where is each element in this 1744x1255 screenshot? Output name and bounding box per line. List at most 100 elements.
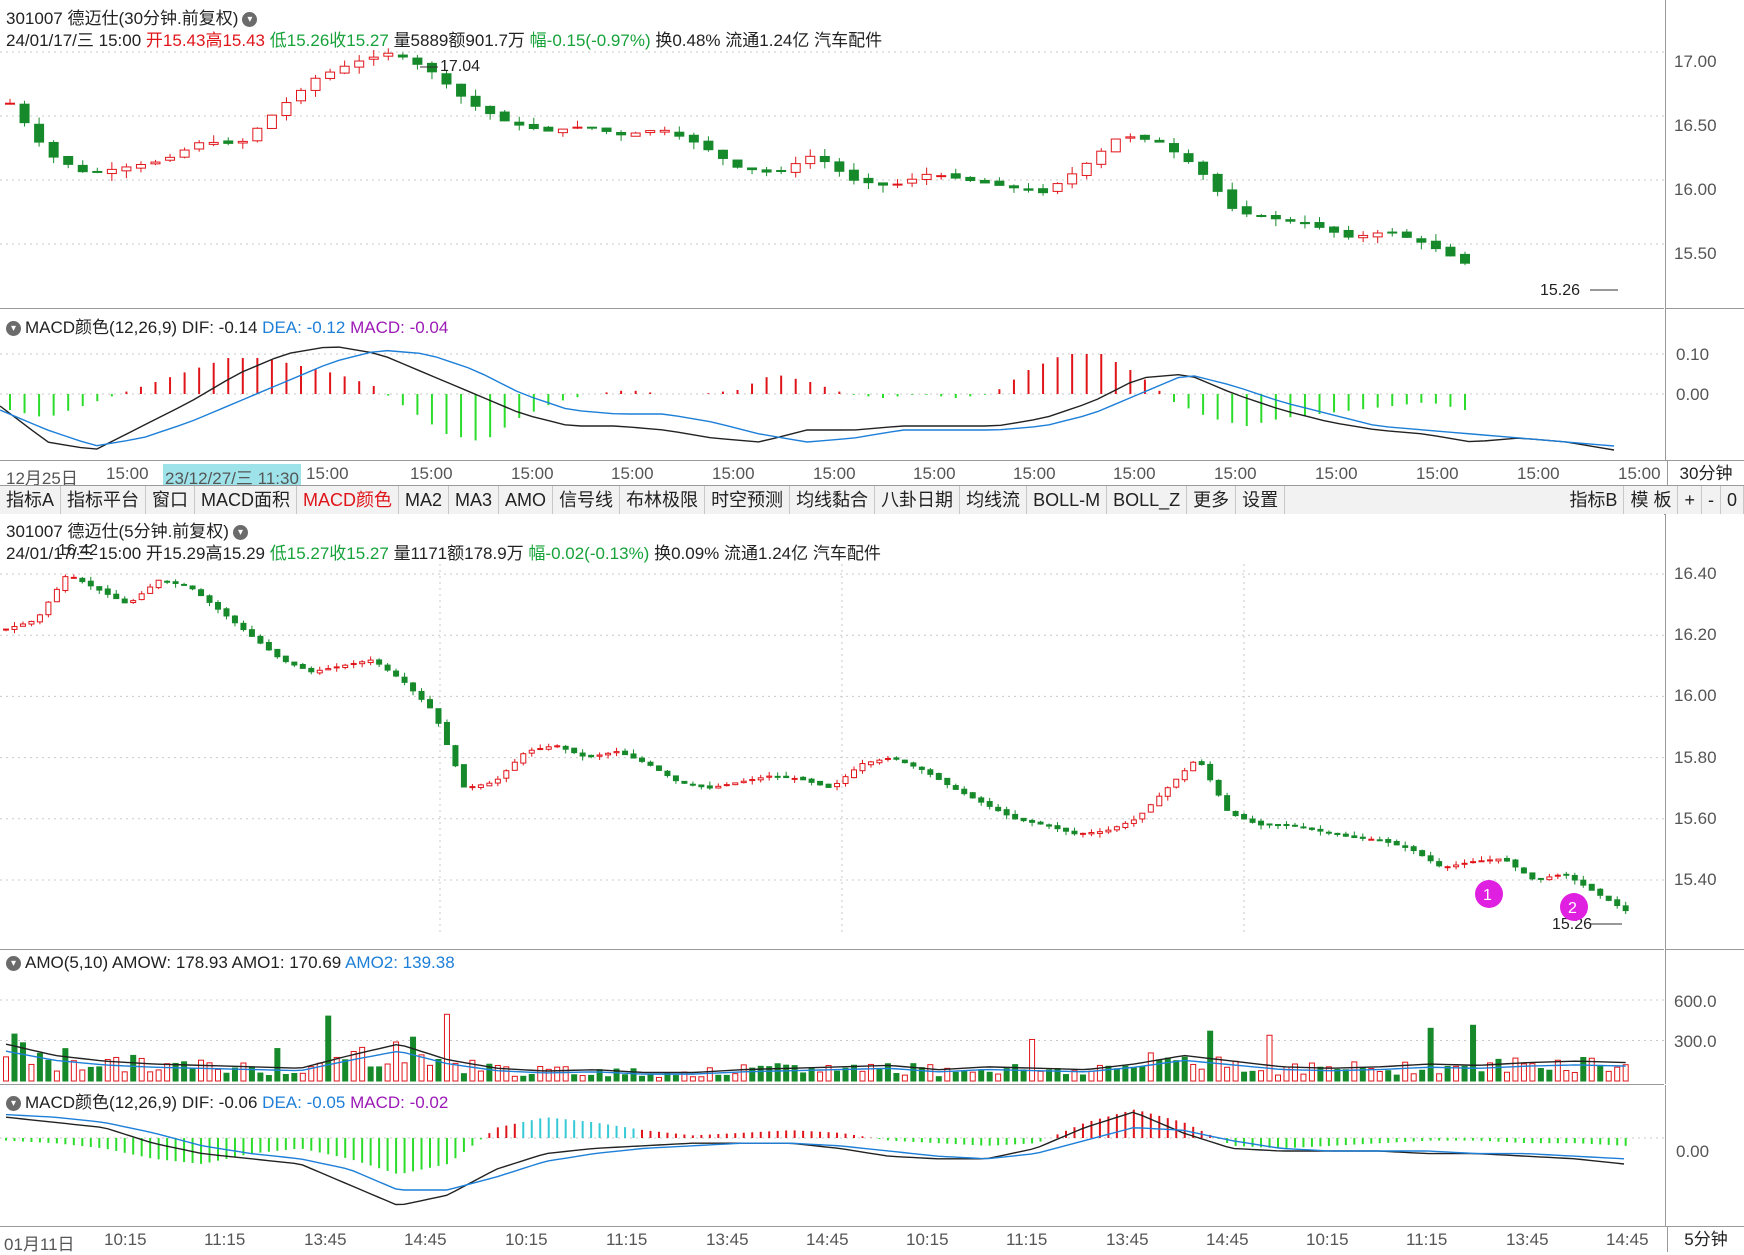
marker-1 xyxy=(1475,880,1503,908)
toolbar-item[interactable]: MA2 xyxy=(399,486,450,514)
toolbar-item[interactable]: 信号线 xyxy=(553,486,621,514)
macd5-header: ▾ MACD颜色(12,26,9) DIF: -0.06 DEA: -0.05 M… xyxy=(6,1088,448,1113)
chevron-down-icon[interactable]: ▾ xyxy=(6,956,21,972)
toolbar-item[interactable]: 均线流 xyxy=(960,486,1028,514)
amo-bar xyxy=(800,1072,807,1082)
amo-bar xyxy=(1359,1067,1366,1082)
toolbar-item[interactable]: MACD面积 xyxy=(195,486,298,514)
time-label: 11:15 xyxy=(1006,1230,1048,1249)
toolbar-item[interactable]: 均线黏合 xyxy=(790,486,876,514)
toolbar-item[interactable]: 指标平台 xyxy=(61,486,147,514)
candle-body xyxy=(1622,905,1629,912)
toolbar-right-item[interactable]: 指标B xyxy=(1563,486,1625,514)
candle-body xyxy=(1460,253,1470,264)
amo-bar xyxy=(257,1072,264,1082)
toolbar-item[interactable]: 布林极限 xyxy=(620,486,706,514)
candle-body xyxy=(1401,231,1412,238)
time-label: 23/12/27/三 11:30 xyxy=(163,464,301,489)
toolbar-item[interactable]: MACD颜色 xyxy=(297,486,400,514)
toolbar-item[interactable]: 更多 xyxy=(1187,486,1237,514)
chevron-down-icon[interactable]: ▾ xyxy=(6,1096,21,1112)
toolbar-right-item[interactable]: + xyxy=(1678,486,1702,514)
candle-body xyxy=(1067,173,1078,185)
candle-body xyxy=(732,782,739,786)
toolbar-item[interactable]: 窗口 xyxy=(146,486,196,514)
toolbar-item[interactable]: 八卦日期 xyxy=(875,486,961,514)
amo-bar xyxy=(1071,1069,1078,1082)
amo-name: AMO(5,10) xyxy=(25,953,109,972)
toolbar-item[interactable]: MA3 xyxy=(449,486,500,514)
toolbar-item[interactable]: 指标A xyxy=(0,486,62,514)
toolbar-item[interactable]: BOLL-M xyxy=(1027,486,1108,514)
candle-body xyxy=(325,71,336,79)
toolbar-item[interactable]: 设置 xyxy=(1236,486,1286,514)
chart5-candles[interactable]: 16.42 15.26 1 2 xyxy=(0,514,1664,949)
amo-panel[interactable]: ▾ AMO(5,10) AMOW: 178.93 AMO1: 170.69 AMO… xyxy=(0,950,1664,1085)
chart5-amount: 额178.9万 xyxy=(447,544,524,563)
candle-body xyxy=(418,690,425,700)
candle-body xyxy=(761,169,772,173)
toolbar-right-item[interactable]: - xyxy=(1702,486,1721,514)
chart30-candles[interactable]: 17.04 15.26 xyxy=(0,0,1664,308)
candle-body xyxy=(19,623,26,627)
candle-body xyxy=(113,593,120,600)
amo-bar xyxy=(969,1071,976,1082)
candle-body xyxy=(1453,864,1460,868)
marker-2-label: 2 xyxy=(1568,900,1577,917)
chevron-down-icon[interactable]: ▾ xyxy=(232,525,248,541)
period-30min-button[interactable]: 30分钟 xyxy=(1667,461,1744,486)
time-label: 01月11日 xyxy=(4,1235,75,1254)
macd5-chart[interactable] xyxy=(0,1085,1664,1226)
time-label: 13:45 xyxy=(304,1230,347,1249)
time-label: 10:15 xyxy=(906,1230,949,1249)
candle-body xyxy=(1198,761,1205,766)
chevron-down-icon[interactable]: ▾ xyxy=(242,12,258,28)
amo-bar xyxy=(435,1059,442,1082)
candle-body xyxy=(1445,246,1456,257)
candle-body xyxy=(77,164,88,173)
amo-bar xyxy=(732,1073,739,1082)
period-5min-button[interactable]: 5分钟 xyxy=(1667,1227,1744,1252)
amo-bar xyxy=(1079,1074,1086,1082)
candle-body xyxy=(1470,861,1477,864)
candle-body xyxy=(308,667,315,673)
macd30-chart[interactable] xyxy=(0,309,1664,461)
candle-body xyxy=(572,126,583,129)
chart30-close: 收15.27 xyxy=(329,31,389,50)
chart5-open: 开15.29 xyxy=(145,544,206,563)
candle-body xyxy=(674,131,685,137)
amo-bar xyxy=(715,1074,722,1082)
time-label: 11:15 xyxy=(606,1230,648,1249)
amo-bar xyxy=(1597,1065,1604,1082)
toolbar-right-item[interactable]: 模 板 xyxy=(1624,486,1679,514)
toolbar-item[interactable]: AMO xyxy=(499,486,554,514)
amo-bar xyxy=(1461,1065,1468,1082)
toolbar-item[interactable]: 时空预测 xyxy=(705,486,791,514)
chevron-down-icon[interactable]: ▾ xyxy=(6,321,21,337)
chart30-panel[interactable]: 301007 德迈仕(30分钟.前复权) ▾ 24/01/17/三 15:00 开… xyxy=(0,0,1664,309)
amo-bar xyxy=(579,1075,586,1082)
candle-body xyxy=(622,750,629,756)
amo-bar xyxy=(1054,1068,1061,1082)
macd5-panel[interactable]: ▾ MACD颜色(12,26,9) DIF: -0.06 DEA: -0.05 M… xyxy=(0,1085,1664,1227)
amo-bar xyxy=(1147,1052,1154,1082)
candle-body xyxy=(342,664,349,669)
candle-body xyxy=(291,661,298,666)
time-label: 15:00 xyxy=(1416,464,1459,483)
marker-1-label: 1 xyxy=(1483,887,1492,904)
macd30-panel[interactable]: ▾ MACD颜色(12,26,9) DIF: -0.14 DEA: -0.12 M… xyxy=(0,309,1664,462)
candle-body xyxy=(1181,770,1188,781)
chart5-panel[interactable]: 301007 德迈仕(5分钟.前复权) ▾ 24/01/17/三 15:00 开1… xyxy=(0,514,1664,950)
amo-chart[interactable] xyxy=(0,950,1664,1084)
candle-body xyxy=(368,56,379,60)
amo-bar xyxy=(274,1048,281,1082)
toolbar-item[interactable]: BOLL_Z xyxy=(1107,486,1188,514)
candle-body xyxy=(1495,858,1502,862)
chart5-ytick: 16.40 xyxy=(1674,564,1717,583)
amo-bar xyxy=(1325,1066,1332,1082)
candle-body xyxy=(274,648,281,658)
candle-body xyxy=(774,775,781,778)
candle-body xyxy=(435,708,442,724)
chart5-title-row: 301007 德迈仕(5分钟.前复权) ▾ xyxy=(6,517,248,542)
toolbar-right-item[interactable]: 0 xyxy=(1721,486,1744,514)
